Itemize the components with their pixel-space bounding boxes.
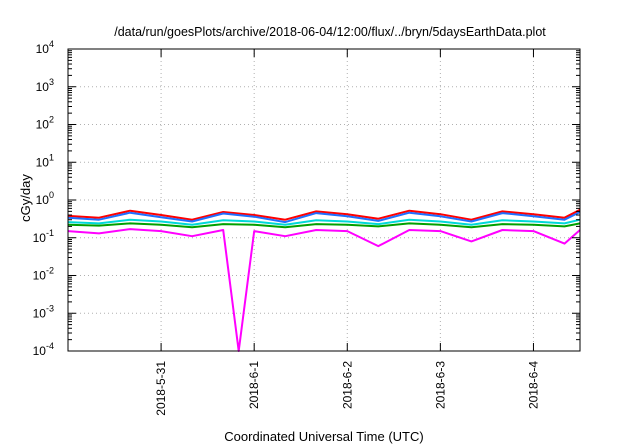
y-tick-label: 10-2 — [33, 266, 54, 283]
series-group — [67, 208, 581, 352]
x-tick-label: 2018-6-4 — [526, 361, 540, 409]
chart-title: /data/run/goesPlots/archive/2018-06-04/1… — [114, 25, 546, 39]
y-axis-title: cGy/day — [18, 174, 33, 222]
grid — [68, 49, 580, 351]
y-tick-label: 101 — [36, 152, 54, 169]
x-tick-label: 2018-6-2 — [340, 361, 354, 409]
y-tick-label: 100 — [36, 190, 54, 207]
x-axis-title: Coordinated Universal Time (UTC) — [224, 429, 423, 444]
y-tick-label: 10-4 — [33, 341, 54, 358]
x-tick-label: 2018-5-31 — [154, 361, 168, 416]
y-tick-label: 103 — [36, 77, 54, 94]
x-tick-label: 2018-6-3 — [433, 361, 447, 409]
series-line-2 — [67, 211, 581, 224]
y-axis: 10-4 10-3 10-2 10-1 100 101 102 103 104 — [33, 39, 580, 358]
series-line-1 — [67, 208, 581, 221]
series-line-5 — [67, 228, 581, 352]
series-line-3 — [67, 218, 581, 226]
y-tick-label: 102 — [36, 115, 54, 132]
y-tick-label: 10-3 — [33, 303, 54, 320]
series-line-4 — [67, 222, 581, 229]
x-tick-label: 2018-6-1 — [247, 361, 261, 409]
y-tick-label: 104 — [36, 39, 54, 56]
y-tick-label: 10-1 — [33, 228, 54, 245]
x-axis: 2018-5-31 2018-6-1 2018-6-2 2018-6-3 2018-6-… — [154, 49, 540, 416]
